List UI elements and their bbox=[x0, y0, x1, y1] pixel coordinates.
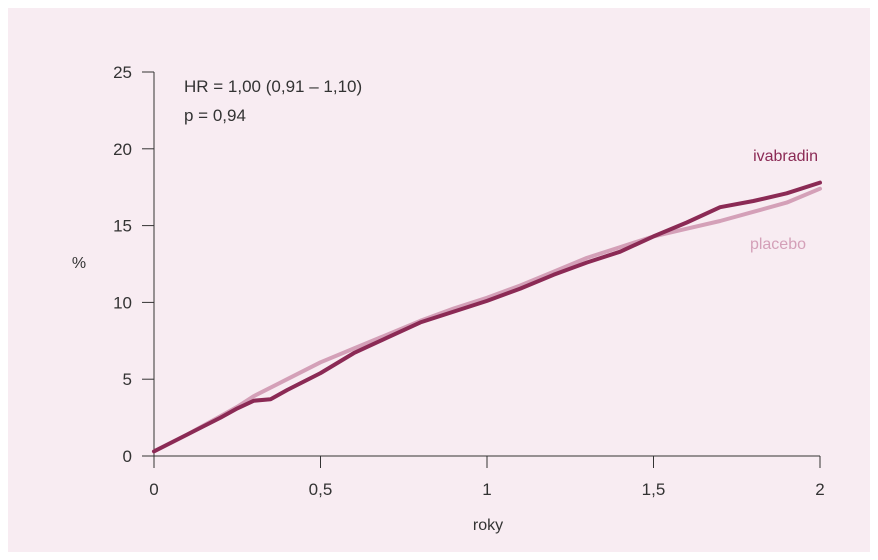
p-value-annotation: p = 0,94 bbox=[184, 106, 246, 125]
chart-panel bbox=[8, 8, 870, 552]
y-tick-label: 15 bbox=[113, 217, 132, 236]
axes: 0 5 10 15 20 25 0 0,5 1 1,5 2 bbox=[113, 63, 825, 499]
y-tick-label: 25 bbox=[113, 63, 132, 82]
y-axis-title: % bbox=[72, 255, 86, 272]
series-label-ivabradin: ivabradin bbox=[753, 148, 818, 165]
series-line-ivabradin bbox=[152, 180, 822, 454]
y-tick-label: 5 bbox=[123, 370, 132, 389]
x-axis-title: roky bbox=[473, 517, 503, 534]
x-tick-label: 0 bbox=[149, 480, 158, 499]
y-tick-label: 20 bbox=[113, 140, 132, 159]
x-tick-label: 1 bbox=[482, 480, 491, 499]
hr-annotation: HR = 1,00 (0,91 – 1,10) bbox=[184, 77, 362, 96]
x-tick-label: 0,5 bbox=[309, 480, 333, 499]
series-layer bbox=[152, 180, 822, 454]
series-line-placebo bbox=[152, 186, 822, 454]
x-tick-label: 2 bbox=[815, 480, 824, 499]
x-tick-label: 1,5 bbox=[642, 480, 666, 499]
y-tick-label: 0 bbox=[123, 447, 132, 466]
series-label-placebo: placebo bbox=[750, 236, 806, 253]
y-tick-label: 10 bbox=[113, 293, 132, 312]
